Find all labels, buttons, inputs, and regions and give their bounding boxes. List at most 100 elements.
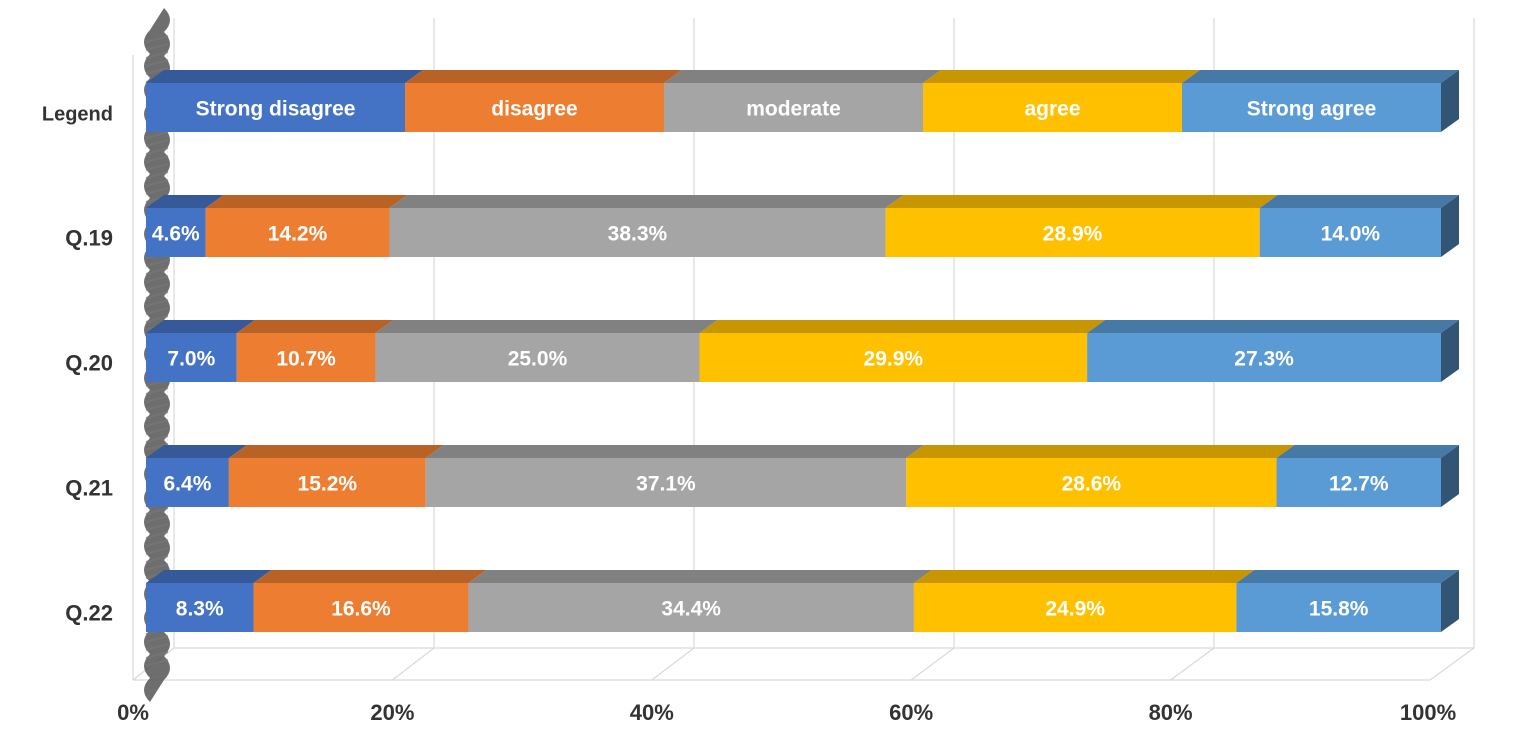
bar-segment-top xyxy=(664,70,941,83)
bar-segment-top xyxy=(146,195,224,208)
data-label: 37.1% xyxy=(636,473,696,496)
bar-segment-top xyxy=(1276,445,1459,458)
bar-segment xyxy=(146,333,237,382)
axis-wall-hatch xyxy=(145,546,169,556)
bar-segment xyxy=(1259,208,1441,257)
axis-wall-hatch xyxy=(145,554,169,564)
legend-label: agree xyxy=(1024,98,1080,121)
legend-segment xyxy=(146,83,405,132)
bar-segment xyxy=(1236,583,1441,632)
bar-segment-top xyxy=(253,570,487,583)
bar-segment xyxy=(885,208,1260,257)
axis-wall-hatch xyxy=(145,66,169,76)
data-label: 10.7% xyxy=(276,348,336,371)
data-label: 14.0% xyxy=(1321,223,1381,246)
data-label: 28.9% xyxy=(1043,223,1103,246)
axis-wall-hatch xyxy=(145,314,169,324)
axis-wall-hatch xyxy=(145,642,169,652)
axis-wall-hatch xyxy=(145,50,169,60)
axis-wall-hatch xyxy=(145,298,169,308)
axis-wall-hatch xyxy=(145,650,169,660)
data-label: 15.8% xyxy=(1309,598,1369,621)
category-label: Q.19 xyxy=(65,226,113,251)
data-label: 12.7% xyxy=(1329,473,1389,496)
axis-wall-hatch xyxy=(145,146,169,156)
x-tick-label: 60% xyxy=(889,700,933,725)
bar-segment-top xyxy=(1087,320,1459,333)
data-label: 28.6% xyxy=(1062,473,1122,496)
data-label: 8.3% xyxy=(176,598,224,621)
bar-segment-top xyxy=(885,195,1278,208)
axis-wall-hatch xyxy=(145,522,169,532)
legend-row-label: Legend xyxy=(42,104,113,126)
axis-wall-hatch xyxy=(145,306,169,316)
bar-segment xyxy=(146,583,254,632)
bar-end-face xyxy=(1441,195,1459,257)
bar-segment xyxy=(1087,333,1441,382)
category-label: Q.22 xyxy=(65,601,113,626)
bar-segment-top xyxy=(236,320,394,333)
data-label: 16.6% xyxy=(331,598,391,621)
bar-segment-top xyxy=(146,320,255,333)
axis-wall-hatch xyxy=(145,634,169,644)
data-label: 29.9% xyxy=(864,348,924,371)
bar-segment-top xyxy=(389,195,904,208)
data-label: 25.0% xyxy=(508,348,568,371)
bar-end-face xyxy=(1441,320,1459,382)
bar-segment-top xyxy=(1259,195,1459,208)
bar-segment xyxy=(228,458,426,507)
bar-segment-top xyxy=(1182,70,1459,83)
legend-label: moderate xyxy=(746,98,841,121)
bar-segment xyxy=(375,333,700,382)
bar-segment-top xyxy=(906,445,1295,458)
legend-segment xyxy=(1182,83,1441,132)
axis-wall-hatch xyxy=(145,426,169,436)
x-tick-label: 80% xyxy=(1149,700,1193,725)
axis-wall-hatch xyxy=(145,562,169,572)
gridline-floor xyxy=(392,647,435,681)
axis-wall-hatch xyxy=(145,154,169,164)
category-label: Q.21 xyxy=(65,476,113,501)
legend-label: Strong agree xyxy=(1247,98,1377,121)
labels: 0% 20% 40% 60% 80% 100% Strong disagree disagre… xyxy=(42,98,1456,726)
bar-end-face xyxy=(1441,570,1459,632)
axis-wall-hatch xyxy=(145,410,169,420)
axis-wall-hatch xyxy=(145,162,169,172)
bar-segment xyxy=(389,208,886,257)
bar-segment-top xyxy=(923,70,1200,83)
gridline-floor xyxy=(651,647,695,681)
data-label: 6.4% xyxy=(164,473,212,496)
x-tick-label: 40% xyxy=(630,700,674,725)
axis-wall-hatch xyxy=(145,274,169,284)
gridline-floor xyxy=(910,647,955,681)
axis-wall-hatch xyxy=(145,186,169,196)
axis-wall-hatch xyxy=(145,290,169,300)
data-label: 34.4% xyxy=(661,598,721,621)
axis-wall-hatch xyxy=(145,386,169,396)
axis-wall-hatch xyxy=(145,178,169,188)
axis-wall-hatch xyxy=(145,402,169,412)
data-label: 38.3% xyxy=(608,223,668,246)
bars xyxy=(146,70,1459,632)
axis-wall-hatch xyxy=(145,58,169,68)
legend-segment xyxy=(664,83,923,132)
bar-segment-top xyxy=(205,195,408,208)
axis-wall-hatch xyxy=(145,130,169,140)
bar-segment-top xyxy=(913,570,1255,583)
axis-wall-hatch xyxy=(145,394,169,404)
axis-wall-hatch xyxy=(145,514,169,524)
bar-segment xyxy=(205,208,390,257)
data-label: 4.6% xyxy=(152,223,200,246)
bar-segment xyxy=(468,583,914,632)
bar-segment xyxy=(236,333,376,382)
bar-segment xyxy=(146,458,229,507)
bar-segment xyxy=(699,333,1088,382)
axis-wall-hatch xyxy=(145,506,169,516)
bar-segment xyxy=(913,583,1237,632)
legend-segment xyxy=(405,83,664,132)
axis-wall-hatch xyxy=(145,258,169,268)
axis-wall-hatch xyxy=(145,658,169,668)
axis-wall-hatch xyxy=(145,266,169,276)
data-label: 15.2% xyxy=(298,473,358,496)
